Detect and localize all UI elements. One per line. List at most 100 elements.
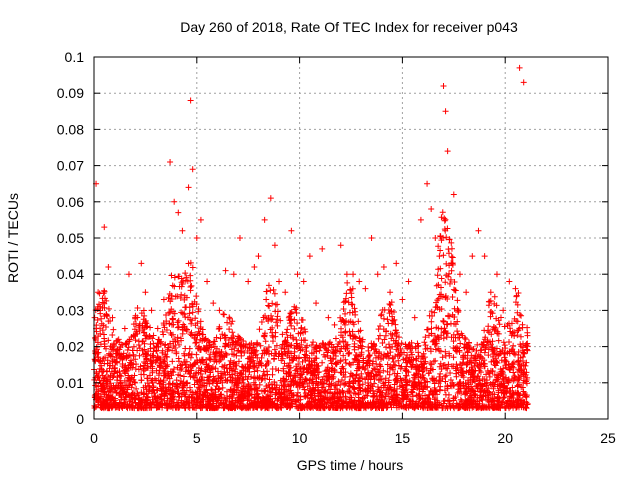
data-point	[347, 373, 354, 380]
data-point	[161, 324, 168, 331]
data-point	[261, 387, 268, 394]
data-point	[348, 301, 355, 308]
data-point	[178, 365, 185, 372]
data-point	[154, 325, 161, 332]
data-point	[270, 286, 277, 293]
data-point	[401, 377, 408, 384]
data-point	[104, 360, 111, 367]
data-point	[380, 380, 387, 387]
data-point	[344, 341, 351, 348]
data-point	[257, 342, 264, 349]
data-point	[491, 401, 498, 408]
data-point	[221, 311, 228, 318]
data-point	[509, 360, 516, 367]
data-point	[423, 365, 430, 372]
data-point	[136, 322, 143, 329]
data-point	[365, 357, 372, 364]
data-point	[92, 347, 99, 354]
data-point	[185, 184, 192, 191]
data-point	[339, 403, 346, 410]
data-point	[187, 97, 194, 104]
data-point	[166, 291, 173, 298]
data-point	[369, 401, 376, 408]
data-point	[487, 297, 494, 304]
data-point	[433, 324, 440, 331]
data-point	[154, 340, 161, 347]
data-point	[483, 371, 490, 378]
data-point	[105, 318, 112, 325]
data-point	[254, 340, 261, 347]
data-point	[395, 334, 402, 341]
data-point	[236, 369, 243, 376]
data-point	[143, 364, 150, 371]
data-point	[382, 332, 389, 339]
data-point	[346, 349, 353, 356]
y-tick-label: 0.1	[65, 49, 85, 65]
data-point	[284, 388, 291, 395]
data-point	[392, 396, 399, 403]
data-point	[209, 404, 216, 411]
data-point	[364, 392, 371, 399]
data-point	[255, 253, 262, 260]
data-point	[175, 323, 182, 330]
data-point	[387, 330, 394, 337]
data-point	[344, 403, 351, 410]
data-point	[274, 322, 281, 329]
data-point	[485, 352, 492, 359]
data-point	[375, 386, 382, 393]
data-point	[368, 404, 375, 411]
data-point	[299, 346, 306, 353]
data-point	[347, 286, 354, 293]
data-point	[150, 354, 157, 361]
data-point	[442, 391, 449, 398]
data-point	[179, 324, 186, 331]
data-point	[474, 341, 481, 348]
data-point	[415, 349, 422, 356]
data-point	[260, 314, 267, 321]
data-point	[343, 342, 350, 349]
data-point	[156, 367, 163, 374]
data-point	[289, 334, 296, 341]
data-point	[251, 360, 258, 367]
data-point	[319, 245, 326, 252]
data-point	[182, 277, 189, 284]
data-point	[485, 346, 492, 353]
data-point	[361, 366, 368, 373]
data-point	[232, 368, 239, 375]
data-point	[313, 355, 320, 362]
data-point	[411, 314, 418, 321]
data-point	[188, 317, 195, 324]
data-point	[375, 326, 382, 333]
data-point	[249, 363, 256, 370]
data-point	[175, 317, 182, 324]
data-point	[406, 341, 413, 348]
data-point	[276, 389, 283, 396]
data-point	[439, 354, 446, 361]
y-tick-label: 0.02	[57, 339, 84, 355]
data-point	[485, 323, 492, 330]
data-point	[233, 399, 240, 406]
data-point	[435, 243, 442, 250]
data-point	[347, 370, 354, 377]
data-point	[384, 368, 391, 375]
data-point	[121, 325, 128, 332]
data-point	[425, 332, 432, 339]
data-point	[279, 331, 286, 338]
data-point	[114, 377, 121, 384]
data-point	[146, 372, 153, 379]
data-point	[391, 381, 398, 388]
data-point	[122, 370, 129, 377]
data-point	[294, 343, 301, 350]
data-point	[161, 354, 168, 361]
data-point	[400, 396, 407, 403]
data-point	[502, 362, 509, 369]
data-point	[256, 326, 263, 333]
data-point	[442, 378, 449, 385]
data-point	[302, 375, 309, 382]
data-point	[169, 315, 176, 322]
data-point	[260, 333, 267, 340]
data-point	[291, 325, 298, 332]
data-point	[477, 365, 484, 372]
data-point	[387, 401, 394, 408]
data-point	[485, 394, 492, 401]
